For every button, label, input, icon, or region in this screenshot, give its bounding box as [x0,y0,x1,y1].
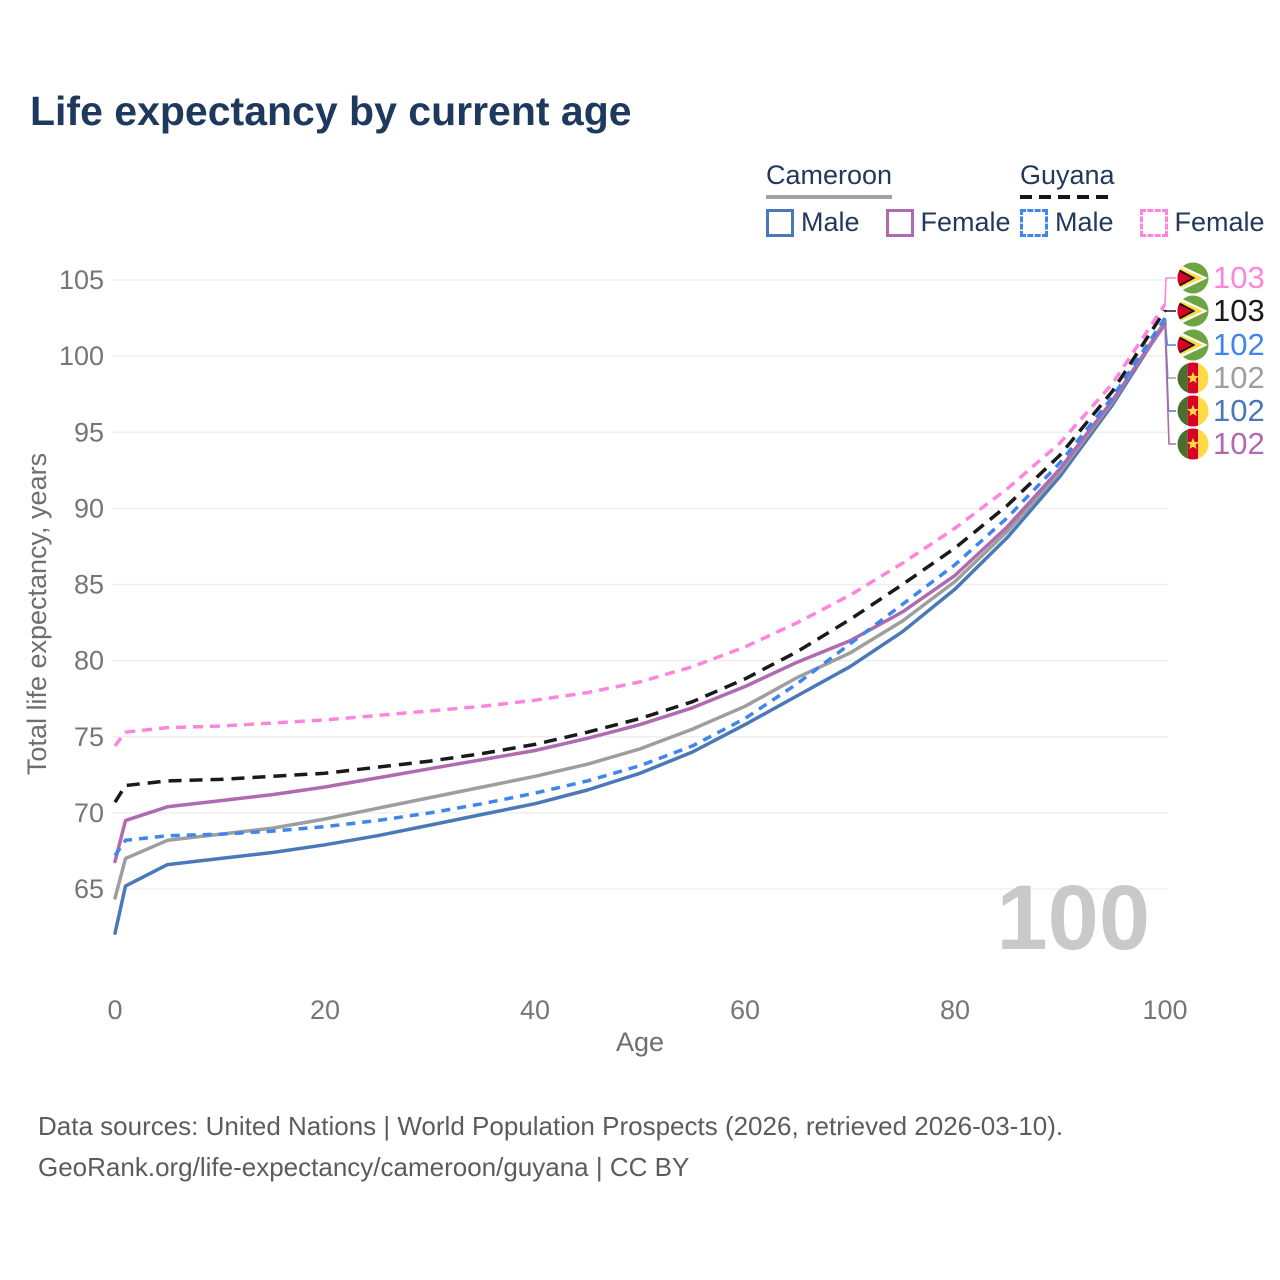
y-tick-label-75: 75 [74,722,104,752]
x-tick-label-20: 20 [310,995,340,1025]
y-tick-label-65: 65 [74,874,104,904]
end-label-value-guyana_total: 103 [1213,293,1265,328]
end-label-value-cameroon_total: 102 [1213,360,1265,395]
y-tick-label-80: 80 [74,646,104,676]
legend-country-guyana-label: Guyana [1020,160,1115,190]
legend-label-guyana-female: Female [1174,207,1265,237]
y-tick-label-85: 85 [74,570,104,600]
end-label-value-guyana_male: 102 [1213,327,1265,362]
y-axis-title: Total life expectancy, years [22,453,52,775]
end-label-value-guyana_female: 103 [1213,260,1265,295]
x-tick-label-80: 80 [940,995,970,1025]
end-label-cameroon_male: 102 [1177,393,1265,428]
y-tick-label-70: 70 [74,798,104,828]
legend-label-guyana-male: Male [1055,207,1114,237]
flag-guyana-icon [1177,262,1209,294]
y-tick-label-90: 90 [74,493,104,523]
attribution-text: GeoRank.org/life-expectancy/cameroon/guy… [38,1152,690,1182]
flag-cameroon-icon [1177,362,1209,394]
series-line-cameroon_male [113,320,1167,935]
cameroon-line-style-sample [766,195,893,199]
legend-country-cameroon[interactable]: Cameroon [766,160,893,199]
legend: Cameroon Male Female Guyana Male Fem [0,160,1280,250]
legend-swatch-cameroon-female[interactable] [885,208,914,237]
series-line-guyana_male [113,317,1167,857]
end-label-leader-cameroon_female [1164,324,1176,445]
end-label-value-cameroon_male: 102 [1213,393,1265,428]
legend-country-cameroon-label: Cameroon [766,160,893,190]
legend-group-cameroon: Cameroon Male Female [766,160,1011,238]
guyana-line-style-sample [1020,195,1115,199]
age-counter-watermark: 100 [997,867,1151,969]
flag-cameroon-icon [1177,395,1209,427]
y-tick-label-105: 105 [59,265,104,295]
chart-title: Life expectancy by current age [30,88,632,134]
x-tick-label-60: 60 [730,995,760,1025]
flag-cameroon-icon [1177,428,1209,460]
legend-label-cameroon-female: Female [920,207,1011,237]
data-sources-text: Data sources: United Nations | World Pop… [38,1111,1064,1141]
legend-label-cameroon-male: Male [801,207,860,237]
end-label-guyana_male: 102 [1177,327,1265,362]
x-tick-label-40: 40 [520,995,550,1025]
series-line-cameroon_female [113,322,1167,864]
end-label-leader-guyana_total [1164,309,1176,312]
end-label-value-cameroon_female: 102 [1213,426,1265,461]
end-label-cameroon_total: 102 [1177,360,1265,395]
series-line-guyana_total [113,309,1167,804]
flag-guyana-icon [1177,329,1209,361]
series-line-cameroon_total [113,319,1167,900]
end-label-guyana_female: 103 [1177,260,1265,295]
end-label-guyana_total: 103 [1177,293,1265,328]
x-axis-title: Age [616,1027,664,1057]
footer: Data sources: United Nations | World Pop… [38,1106,1063,1188]
legend-swatch-guyana-female[interactable] [1139,208,1168,237]
legend-country-guyana[interactable]: Guyana [1020,160,1115,199]
y-tick-label-100: 100 [59,341,104,371]
flag-guyana-icon [1177,295,1209,327]
end-label-cameroon_female: 102 [1177,426,1265,461]
end-label-leader-guyana_female [1164,277,1176,305]
x-tick-label-100: 100 [1142,995,1187,1025]
legend-group-guyana: Guyana Male Female [1020,160,1265,238]
y-tick-label-95: 95 [74,417,104,447]
series-line-guyana_female [113,303,1167,747]
legend-swatch-guyana-male[interactable] [1020,208,1048,237]
x-tick-label-0: 0 [107,995,122,1025]
legend-swatch-cameroon-male[interactable] [766,208,794,237]
